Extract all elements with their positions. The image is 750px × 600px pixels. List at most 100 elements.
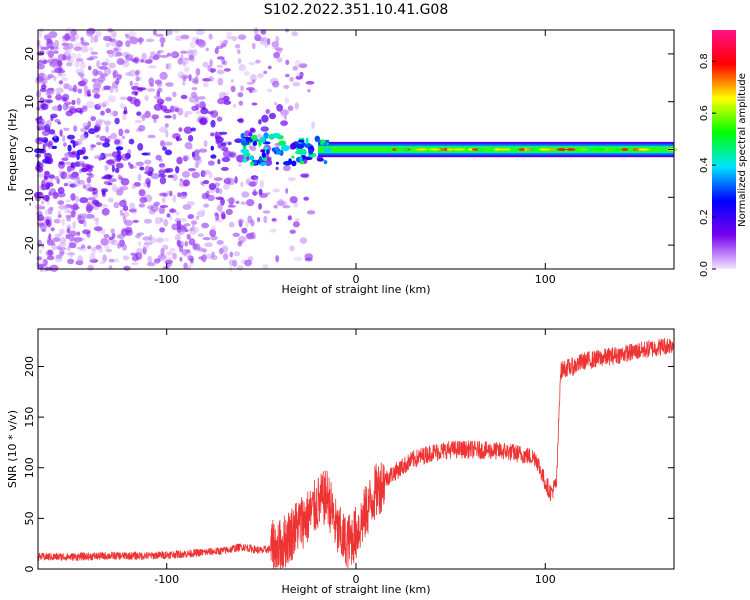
spectrogram-blob bbox=[172, 173, 178, 181]
spectrogram-y-tick-label: -10 bbox=[23, 188, 36, 206]
spectrogram-blob bbox=[112, 151, 117, 158]
spectrogram-blob bbox=[216, 240, 224, 245]
spectrogram-blob bbox=[307, 89, 311, 93]
spectrogram-blob bbox=[182, 60, 187, 67]
spectrogram-blob bbox=[95, 134, 101, 138]
spectrogram-blob bbox=[223, 100, 232, 105]
spectrogram-blob bbox=[197, 247, 205, 252]
spectrogram-blob bbox=[208, 76, 214, 82]
spectrogram-blob bbox=[289, 76, 294, 82]
spectrogram-blob bbox=[104, 164, 109, 171]
spectrogram-blob bbox=[67, 59, 75, 63]
spectrogram-band-peak bbox=[416, 148, 428, 151]
spectrogram-blob bbox=[245, 220, 249, 228]
spectrogram-blob bbox=[40, 103, 49, 110]
spectrogram-blob bbox=[125, 40, 131, 48]
spectrogram-blob bbox=[138, 203, 146, 208]
spectrogram-blob bbox=[48, 129, 56, 135]
spectrogram-blob bbox=[56, 245, 62, 250]
spectrogram-blob bbox=[295, 72, 302, 77]
spectrogram-band-peak bbox=[633, 148, 641, 151]
spectrogram-blob bbox=[217, 97, 226, 105]
spectrogram-blob bbox=[304, 257, 313, 262]
spectrogram-blob bbox=[188, 96, 198, 103]
spectrogram-blob bbox=[184, 110, 193, 115]
spectrogram-blob bbox=[246, 199, 255, 207]
spectrogram-blob bbox=[143, 241, 153, 246]
spectrogram-blob bbox=[161, 197, 166, 203]
spectrogram-blob bbox=[147, 134, 156, 139]
spectrogram-blob bbox=[45, 120, 52, 128]
spectrogram-blob bbox=[46, 87, 55, 95]
spectrogram-blob bbox=[39, 97, 44, 104]
spectrogram-blob bbox=[90, 203, 97, 211]
spectrogram-blob bbox=[95, 220, 99, 226]
spectrogram-blob bbox=[203, 140, 208, 148]
spectrogram-blob bbox=[74, 61, 80, 68]
spectrogram-blob bbox=[160, 217, 164, 223]
spectrogram-blob bbox=[262, 264, 269, 269]
colorbar-tick-label: 0.0 bbox=[699, 261, 710, 277]
spectrogram-blob bbox=[250, 145, 257, 152]
spectrogram-blob bbox=[289, 229, 296, 234]
spectrogram-blob bbox=[208, 33, 213, 40]
spectrogram-blob bbox=[232, 259, 238, 268]
spectrogram-blob bbox=[137, 87, 144, 92]
spectrogram-blob bbox=[226, 35, 233, 40]
spectrogram-blob bbox=[292, 82, 301, 87]
spectrogram-blob bbox=[207, 188, 217, 193]
spectrogram-blob bbox=[128, 53, 135, 58]
spectrogram-blob bbox=[195, 215, 200, 220]
spectrogram-blob bbox=[153, 258, 161, 264]
spectrogram-blob bbox=[201, 254, 207, 263]
spectrogram-transition-blob bbox=[299, 155, 303, 162]
spectrogram-blob bbox=[165, 168, 174, 173]
spectrogram-blob bbox=[94, 155, 99, 159]
spectrogram-blob bbox=[58, 161, 65, 166]
spectrogram-blob bbox=[93, 35, 99, 43]
spectrogram-blob bbox=[37, 63, 44, 68]
spectrogram-blob bbox=[116, 57, 125, 66]
spectrogram-x-axis-label: Height of straight line (km) bbox=[281, 283, 430, 296]
spectrogram-blob bbox=[101, 176, 107, 180]
spectrogram-blob bbox=[60, 171, 67, 179]
spectrogram-blob bbox=[131, 184, 136, 190]
spectrogram-blob bbox=[109, 178, 117, 183]
spectrogram-blob bbox=[223, 39, 229, 45]
spectrogram-blob bbox=[216, 69, 225, 75]
spectrogram-blob bbox=[189, 41, 197, 49]
spectrogram-blob bbox=[75, 260, 84, 266]
spectrogram-blob bbox=[171, 223, 179, 231]
spectrogram-blob bbox=[236, 118, 243, 122]
spectrogram-blob bbox=[160, 164, 166, 171]
snr-x-axis-label: Height of straight line (km) bbox=[281, 583, 430, 596]
colorbar-tick-label: 0.2 bbox=[699, 209, 710, 225]
spectrogram-blob bbox=[54, 233, 62, 237]
spectrogram-blob bbox=[217, 140, 223, 149]
spectrogram-blob bbox=[223, 68, 231, 72]
colorbar: 0.0 0.2 0.4 0.6 0.8 Normalized spectral ampl… bbox=[699, 30, 748, 277]
spectrogram-blob bbox=[76, 97, 81, 105]
spectrogram-blob bbox=[40, 259, 45, 265]
spectrogram-blob bbox=[138, 124, 146, 132]
spectrogram-blob bbox=[228, 259, 235, 267]
spectrogram-blob bbox=[100, 238, 109, 246]
spectrogram-band-peak bbox=[468, 148, 473, 151]
spectrogram-blob bbox=[202, 61, 209, 68]
spectrogram-blob bbox=[181, 229, 186, 233]
spectrogram-blob bbox=[51, 240, 56, 247]
spectrogram-blob bbox=[246, 81, 255, 85]
spectrogram-blob bbox=[93, 93, 101, 99]
spectrogram-blob bbox=[244, 259, 253, 267]
spectrogram-blob bbox=[224, 177, 232, 183]
spectrogram-blob bbox=[280, 120, 288, 126]
spectrogram-blob bbox=[137, 143, 144, 151]
spectrogram-blob bbox=[303, 196, 310, 201]
spectrogram-blob bbox=[249, 128, 256, 133]
spectrogram-blob bbox=[238, 219, 243, 228]
spectrogram-blob bbox=[57, 200, 65, 206]
spectrogram-blob bbox=[38, 30, 42, 38]
spectrogram-blob bbox=[76, 53, 82, 60]
spectrogram-blob bbox=[44, 170, 50, 176]
spectrogram-x-tick-label: 100 bbox=[535, 273, 556, 286]
